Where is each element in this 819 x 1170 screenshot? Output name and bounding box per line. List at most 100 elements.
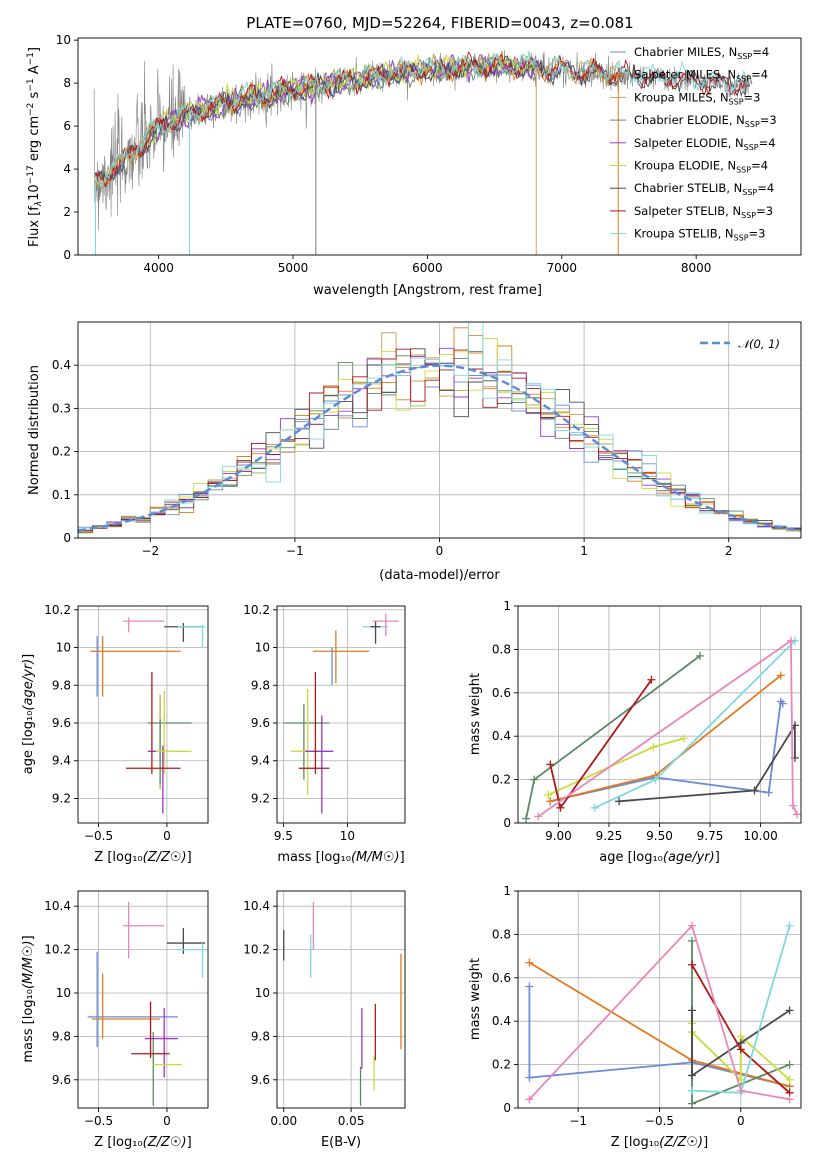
y-tick-label: 0.4 xyxy=(492,1014,511,1028)
x-tick-label: −1 xyxy=(569,1114,587,1128)
weight-marker xyxy=(785,921,794,930)
weight-marker xyxy=(525,1073,534,1082)
legend-n: =3 xyxy=(760,113,777,127)
x-tick-label: 9.50 xyxy=(646,829,673,843)
label-part: Z [log₁₀ xyxy=(94,1135,142,1150)
y-tick-label: 0 xyxy=(63,531,71,545)
legend-n: =3 xyxy=(756,204,773,218)
weight-marker xyxy=(786,636,795,645)
weight-marker xyxy=(750,786,759,795)
y-tick-label: 0.4 xyxy=(52,358,71,372)
ylabel-part: −17 xyxy=(26,165,36,184)
label-part: age [log₁₀ xyxy=(21,711,36,775)
legend-n: =3 xyxy=(744,90,761,104)
label-part: (M/M☉) xyxy=(351,850,400,865)
legend-n: =4 xyxy=(752,45,769,59)
x-tick-label: 9.00 xyxy=(545,829,572,843)
x-tick-label: 0.05 xyxy=(338,1114,365,1128)
x-tick-label: −2 xyxy=(141,544,159,558)
label-part: (age/yr) xyxy=(663,850,715,865)
y-tick-label: 0.2 xyxy=(492,1058,511,1072)
y-tick-label: 0.4 xyxy=(492,729,511,743)
x-axis-label: wavelength [Angstrom, rest frame] xyxy=(313,283,542,298)
legend-name: Chabrier STELIB, N xyxy=(634,181,742,195)
weight-marker xyxy=(544,790,553,799)
normal-curve xyxy=(78,364,801,532)
ylabel-part: λ xyxy=(34,201,44,207)
legend-name: Salpeter ELODIE, N xyxy=(634,136,744,150)
y-tick-label: 10 xyxy=(255,986,270,1000)
y-tick-label: 9.8 xyxy=(52,678,71,692)
chart-spectrum: 4000 5000 6000 7000 8000 0 2 4 6 8 10 Chabrier MILE… xyxy=(26,33,802,298)
weight-marker xyxy=(736,1045,745,1054)
y-tick-label: 9.8 xyxy=(251,678,270,692)
legend-sub: SSP xyxy=(744,143,759,152)
weight-marker xyxy=(688,960,697,969)
axes-frame xyxy=(77,37,802,256)
axes-frame xyxy=(276,890,406,1109)
plot-area xyxy=(283,613,399,814)
weight-marker xyxy=(785,1095,794,1104)
weight-marker xyxy=(776,671,785,680)
y-tick-label: 10.2 xyxy=(243,943,270,957)
label-part: (M/M☉) xyxy=(21,940,36,989)
x-tick-label: 1 xyxy=(580,544,588,558)
label-part: (Z/Z☉) xyxy=(143,850,187,865)
ylabel-part: s xyxy=(27,91,42,102)
ylabel-part: −2 xyxy=(26,103,36,116)
x-tick-label: −0.5 xyxy=(84,1114,113,1128)
x-tick-label: 0 xyxy=(737,1114,745,1128)
figure-title: PLATE=0760, MJD=52264, FIBERID=0043, z=0… xyxy=(246,14,633,32)
weight-marker xyxy=(688,1099,697,1108)
legend-name: Kroupa MILES, N xyxy=(634,90,729,104)
y-axis-label: age [log₁₀(age/yr)] xyxy=(21,654,36,775)
weight-line xyxy=(550,699,784,803)
x-tick-label: 7000 xyxy=(547,261,578,275)
label-part: E xyxy=(321,1135,329,1150)
y-axis-label: Normed distribution xyxy=(27,365,42,495)
y-tick-label: 9.6 xyxy=(251,716,270,730)
y-tick-label: 0.3 xyxy=(52,401,71,415)
y-tick-label: 9.6 xyxy=(52,716,71,730)
plot-area xyxy=(525,921,794,1108)
y-tick-label: 10.2 xyxy=(243,603,270,617)
legend-label: Kroupa ELODIE, NSSP=4 xyxy=(634,159,768,175)
legend-name: Salpeter STELIB, N xyxy=(634,204,741,218)
legend-label: Chabrier ELODIE, NSSP=3 xyxy=(634,113,777,129)
chart-age-vs-mass: 9.5 10 9.2 9.4 9.6 9.8 10 10.2 mass [log₁₀(M/M☉)… xyxy=(243,603,406,865)
chart-mass-vs-EBV: 0.00 0.05 9.6 9.8 10 10.2 10.4 E(B-V) xyxy=(243,890,406,1150)
y-tick-label: 10 xyxy=(255,641,270,655)
weight-marker xyxy=(647,675,656,684)
y-tick-label: 0.6 xyxy=(492,686,511,700)
legend-sub: SSP xyxy=(736,75,751,84)
legend-name: Chabrier MILES, N xyxy=(634,45,737,59)
y-axis-label: Flux [fλ10−17 erg cm−2 s−1 A−1] xyxy=(26,47,44,247)
weight-marker xyxy=(688,936,697,945)
legend-name: Chabrier ELODIE, N xyxy=(634,113,745,127)
model-line-salpeter-elodie xyxy=(145,54,536,148)
x-axis-label: (data-model)/error xyxy=(379,568,500,583)
x-tick-label: 5000 xyxy=(278,261,309,275)
y-tick-label: 6 xyxy=(63,119,71,133)
weight-marker xyxy=(530,775,539,784)
chart-weight-vs-age: 9.00 9.25 9.50 9.75 10.00 0 0.2 0.4 0.6 0.8 1 age [… xyxy=(468,599,802,865)
weight-marker xyxy=(546,797,555,806)
x-tick-label: 0.00 xyxy=(270,1114,297,1128)
y-tick-label: 2 xyxy=(63,205,71,219)
legend-name: Salpeter MILES, N xyxy=(634,68,736,82)
weight-marker xyxy=(785,1075,794,1084)
weight-marker xyxy=(534,812,543,821)
y-tick-label: 10 xyxy=(56,986,71,1000)
label-part: Z [log₁₀ xyxy=(611,1135,659,1150)
plot-area xyxy=(78,322,801,538)
x-axis-label: Z [log₁₀(Z/Z☉)] xyxy=(94,850,191,865)
weight-marker xyxy=(688,1086,697,1095)
ylabel-part: erg cm xyxy=(27,116,42,165)
label-part: ] xyxy=(21,654,36,659)
y-tick-label: 0.2 xyxy=(52,445,71,459)
legend-sub: SSP xyxy=(734,234,749,243)
legend-label: Salpeter STELIB, NSSP=3 xyxy=(634,204,773,220)
legend-label: Salpeter MILES, NSSP=4 xyxy=(634,68,768,84)
weight-marker xyxy=(764,788,773,797)
